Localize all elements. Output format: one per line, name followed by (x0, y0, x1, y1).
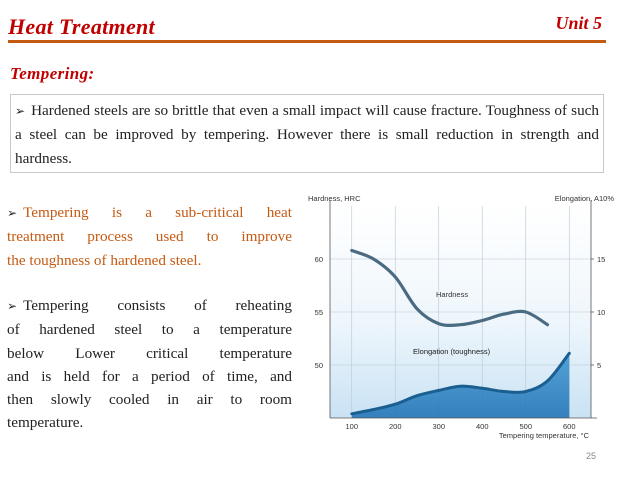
hardness-series-label: Hardness (436, 290, 468, 299)
arrow-bullet-icon: ➢ (15, 104, 26, 118)
elongation-area-fill (351, 353, 570, 418)
x-tick-label: 600 (563, 422, 576, 431)
y-tick-label: 60 (315, 255, 323, 264)
intro-bullet: ➢ Hardened steels are so brittle that eve… (15, 99, 599, 171)
x-tick-label: 100 (345, 422, 358, 431)
arrow-bullet-icon: ➢ (7, 299, 18, 313)
y2-tick-label: 15 (597, 255, 605, 264)
tempering-chart: 100 200 300 400 500 600 50 55 60 5 10 15 Hardness, … (308, 194, 615, 440)
x-tick-label: 200 (389, 422, 402, 431)
tempering-definition-line-3: the toughness of hardened steel. (7, 251, 202, 269)
unit-label: Unit 5 (555, 13, 602, 33)
tempering-process-line-5: then slowly cooled in air to room (7, 391, 292, 409)
hardness-curve (350, 248, 550, 327)
tempering-process-line-4: and is held for a period of time, and (7, 367, 292, 385)
x-axis-label: Tempering temperature, °C (499, 431, 590, 440)
tempering-process-line-2: of hardened steel to a temperature (7, 321, 292, 339)
elongation-series-label: Elongation (toughness) (413, 347, 491, 356)
y2-tick-label: 10 (597, 308, 605, 317)
slide-number: 25 (586, 451, 597, 461)
y2-axis-label: Elongation, A10% (555, 194, 615, 203)
title-divider (8, 40, 606, 43)
tempering-process-line-3: below Lower critical temperature (7, 344, 292, 362)
arrow-bullet-icon: ➢ (7, 206, 18, 220)
y-tick-label: 55 (315, 308, 323, 317)
x-tick-label: 300 (432, 422, 445, 431)
x-tick-label: 400 (476, 422, 489, 431)
slide-title: Heat Treatment (8, 14, 155, 39)
intro-bullet-text: Hardened steels are so brittle that even… (15, 102, 599, 167)
elongation-curve (350, 351, 571, 416)
tempering-process-line-1: ➢ Tempering consists of reheating (7, 297, 292, 314)
x-tick-label: 500 (519, 422, 532, 431)
tempering-definition-line-2: treatment process used to improve (7, 228, 292, 246)
y2-tick-label: 5 (597, 361, 601, 370)
y-tick-label: 50 (315, 361, 323, 370)
tempering-process-line-6: temperature. (7, 414, 84, 432)
intro-bullet-box (10, 94, 604, 173)
tempering-process-bullet: ➢ Tempering consists of reheating of hard… (7, 294, 292, 435)
tempering-definition-bullet: ➢ Tempering is a sub-critical heat treatm… (7, 201, 292, 272)
section-heading: Tempering: (10, 64, 95, 83)
tempering-definition-line-1: ➢ Tempering is a sub-critical heat (7, 204, 292, 221)
y-axis-label: Hardness, HRC (308, 194, 361, 203)
